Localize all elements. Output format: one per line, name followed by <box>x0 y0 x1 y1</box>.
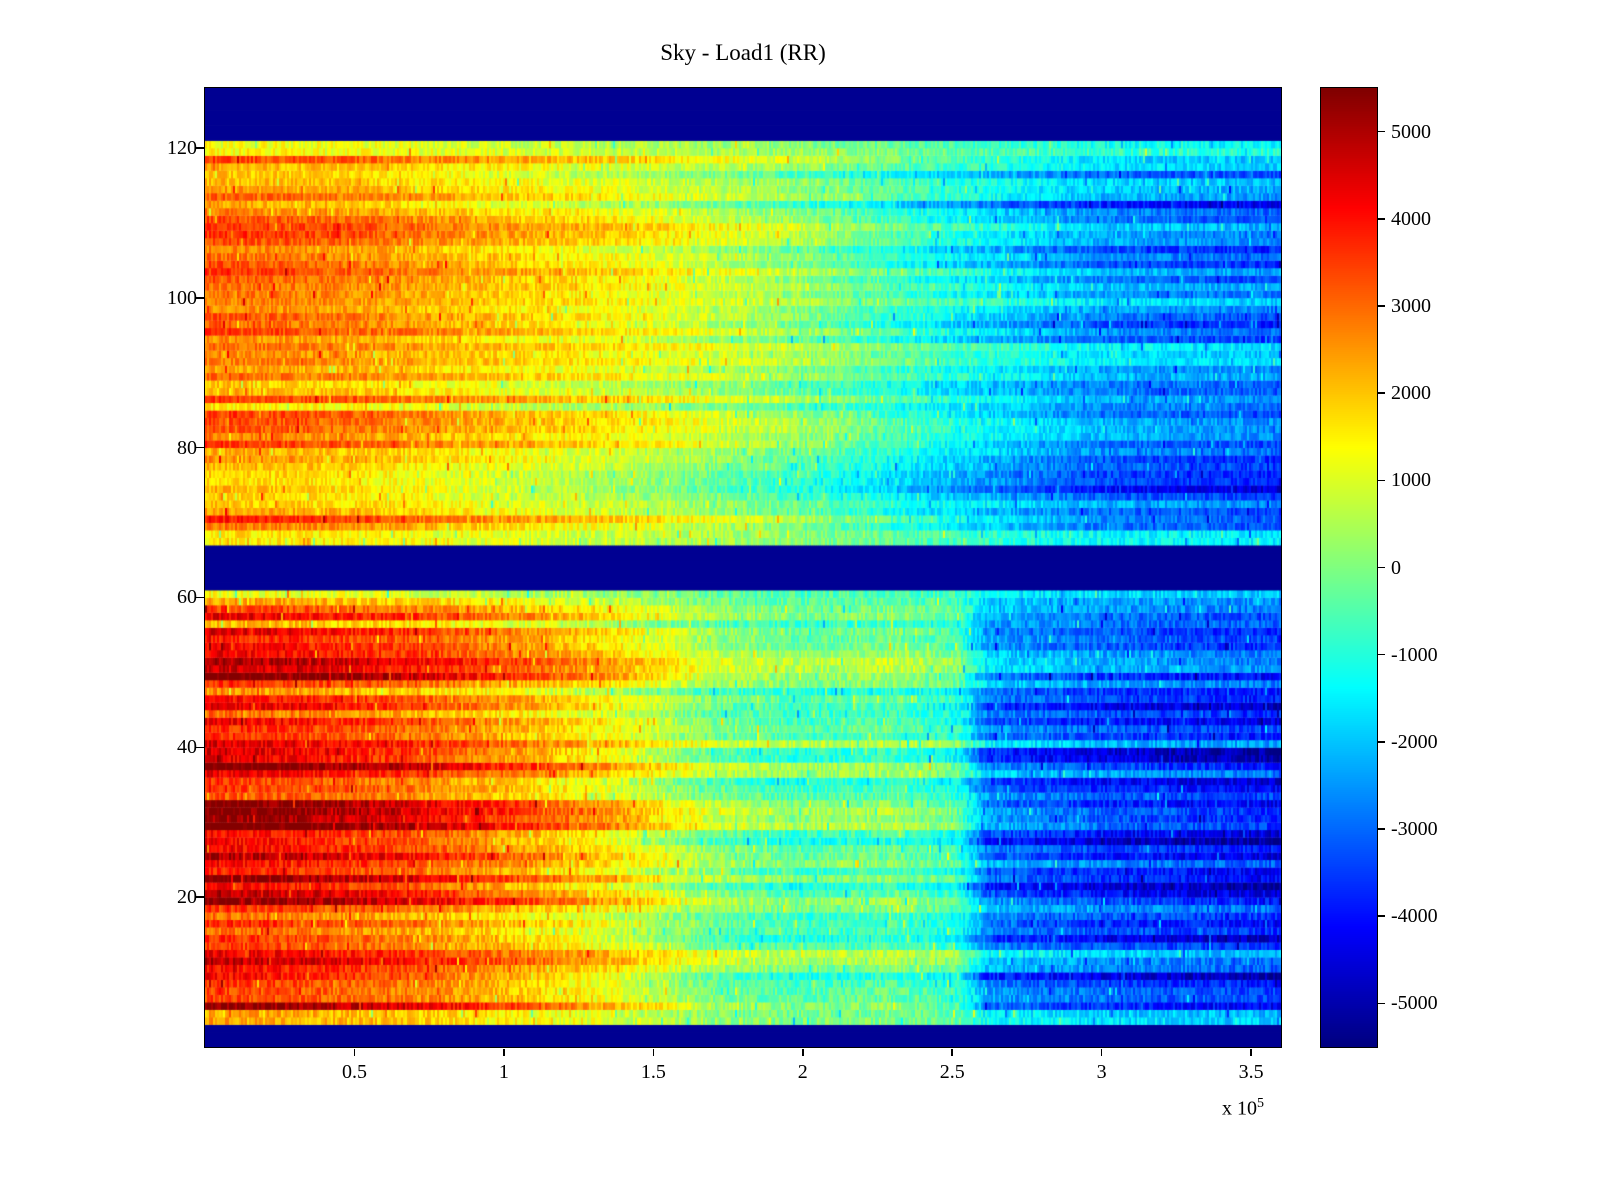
x-tick-label: 1 <box>498 1061 509 1083</box>
colorbar-tick-label: -2000 <box>1391 730 1438 753</box>
y-tick-label: 20 <box>177 886 197 909</box>
y-tick-mark <box>196 596 204 599</box>
colorbar-tick-mark <box>1378 479 1385 482</box>
chart-title: Sky - Load1 (RR) <box>660 40 826 65</box>
colorbar-tick-label: -4000 <box>1391 905 1438 928</box>
colorbar-tick-label: 0 <box>1391 556 1401 579</box>
colorbar-tick-label: -5000 <box>1391 992 1438 1015</box>
colorbar-tick-mark <box>1378 218 1385 220</box>
y-tick-mark <box>196 746 204 749</box>
exponent-value: 5 <box>1257 1096 1264 1111</box>
x-tick-label: 1.5 <box>640 1061 666 1083</box>
x-tick-mark <box>652 1049 655 1056</box>
x-tick-mark <box>503 1049 505 1056</box>
y-tick-mark <box>196 297 204 299</box>
colorbar-tick-mark <box>1378 392 1385 394</box>
colorbar-tick-mark <box>1378 828 1385 830</box>
y-tick-mark <box>196 896 204 898</box>
colorbar-tick-label: 4000 <box>1391 207 1431 230</box>
x-tick-label: 2 <box>797 1061 808 1083</box>
colorbar-tick-mark <box>1378 566 1385 569</box>
colorbar-tick-label: 3000 <box>1391 294 1431 317</box>
x-axis-exponent-label: x 105 <box>1222 1096 1264 1121</box>
heatmap-canvas <box>205 88 1281 1047</box>
colorbar-tick-label: 1000 <box>1391 469 1431 492</box>
y-tick-label: 100 <box>167 286 197 309</box>
y-tick-label: 80 <box>177 436 197 459</box>
colorbar-tick-label: 5000 <box>1391 120 1431 143</box>
colorbar-tick-label: -1000 <box>1391 643 1438 666</box>
x-tick-mark <box>951 1049 953 1056</box>
colorbar-tick-mark <box>1378 130 1385 133</box>
y-tick-label: 60 <box>177 586 197 609</box>
colorbar-tick-label: -3000 <box>1391 818 1438 841</box>
y-tick-label: 120 <box>167 136 197 159</box>
x-tick-label: 3.5 <box>1238 1061 1264 1083</box>
x-tick-label: 0.5 <box>341 1061 367 1083</box>
colorbar-tick-mark <box>1378 653 1385 656</box>
colorbar-tick-mark <box>1378 1002 1385 1005</box>
exponent-prefix: x 10 <box>1222 1097 1257 1120</box>
y-tick-mark <box>196 147 204 149</box>
x-tick-mark <box>1250 1049 1252 1056</box>
colorbar-canvas <box>1321 88 1377 1047</box>
colorbar-tick-mark <box>1378 915 1385 917</box>
colorbar-tick-mark <box>1378 305 1385 307</box>
colorbar-tick-mark <box>1378 741 1385 743</box>
x-tick-mark <box>353 1049 356 1056</box>
y-tick-mark <box>196 446 204 449</box>
x-tick-mark <box>802 1049 804 1056</box>
x-tick-label: 3 <box>1096 1061 1107 1083</box>
x-tick-label: 2.5 <box>939 1061 965 1083</box>
y-tick-label: 40 <box>177 736 197 759</box>
colorbar-tick-label: 2000 <box>1391 382 1431 405</box>
x-tick-mark <box>1100 1049 1103 1056</box>
